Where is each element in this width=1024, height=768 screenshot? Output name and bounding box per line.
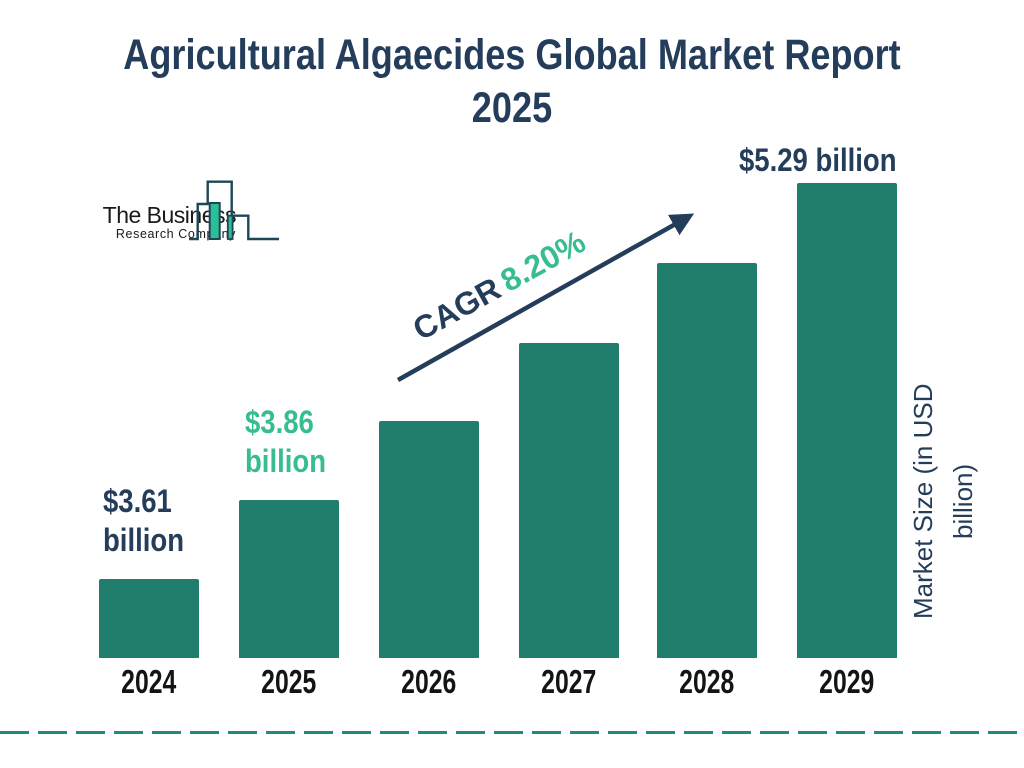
bar-2029 xyxy=(797,183,897,658)
company-name-sub: Research Company xyxy=(115,227,236,241)
x-tick-2026: 2026 xyxy=(401,663,457,700)
value-label-2024: $3.61 billion xyxy=(103,482,184,560)
bar-2026 xyxy=(379,421,479,658)
bar-chart-logo-icon xyxy=(189,180,279,241)
x-tick-2027: 2027 xyxy=(541,663,597,700)
value-label-2029-amount: $5.29 billion xyxy=(739,142,897,178)
x-tick-2029: 2029 xyxy=(819,663,875,700)
y-axis-label: Market Size (in USD billion) xyxy=(908,383,978,619)
x-tick-2025: 2025 xyxy=(261,663,317,700)
company-logo: The Business Research Company xyxy=(40,170,300,250)
page-title-line1: Agricultural Algaecides Global Market Re… xyxy=(123,31,901,79)
value-label-2024-unit: billion xyxy=(103,522,185,558)
value-label-2024-amount: $3.61 xyxy=(103,483,172,519)
bar-2025 xyxy=(239,500,339,658)
x-tick-2028: 2028 xyxy=(679,663,735,700)
bar-2027 xyxy=(519,343,619,658)
bottom-dashed-divider xyxy=(0,731,1024,734)
bar-2028 xyxy=(657,263,757,658)
value-label-2025-amount: $3.86 xyxy=(245,404,314,440)
value-label-2025: $3.86 billion xyxy=(245,403,326,481)
page-title-line2: 2025 xyxy=(471,84,553,132)
bar-2024 xyxy=(99,579,199,658)
value-label-2025-unit: billion xyxy=(245,443,327,479)
value-label-2029: $5.29 billion xyxy=(739,141,897,180)
x-tick-2024: 2024 xyxy=(121,663,177,700)
page-title: Agricultural Algaecides Global Market Re… xyxy=(82,29,942,135)
